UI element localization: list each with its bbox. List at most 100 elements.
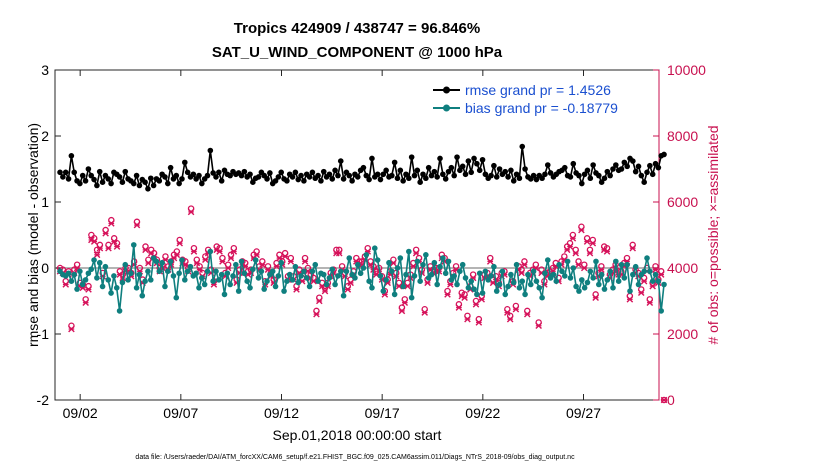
x-axis-ticks: 09/02 09/07 09/12 09/17 09/22 09/27 bbox=[63, 405, 602, 421]
rmse-point bbox=[649, 171, 656, 178]
rmse-point bbox=[369, 155, 375, 162]
rmse-point bbox=[94, 182, 100, 189]
obs-assimilated-point bbox=[566, 243, 574, 250]
obs-assimilated-point bbox=[62, 281, 70, 288]
bias-point bbox=[474, 291, 480, 298]
bias-point bbox=[652, 271, 659, 278]
right-tick-label: 2000 bbox=[667, 326, 698, 342]
bias-point bbox=[213, 268, 219, 275]
bias-point bbox=[573, 283, 579, 290]
obs-assimilated-point bbox=[301, 258, 309, 265]
bias-point bbox=[647, 268, 653, 275]
rmse-point bbox=[632, 168, 639, 175]
rmse-point bbox=[533, 176, 540, 183]
rmse-point bbox=[68, 153, 75, 159]
obs-assimilated-point bbox=[580, 264, 588, 272]
rmse-point bbox=[482, 171, 489, 178]
right-tick-label: 10000 bbox=[667, 62, 706, 78]
rmse-point bbox=[389, 172, 395, 179]
bias-point bbox=[593, 258, 599, 265]
obs-assimilated-point bbox=[578, 226, 585, 234]
bias-point bbox=[493, 288, 500, 294]
obs-assimilated-point bbox=[646, 299, 654, 306]
rmse-point bbox=[578, 180, 585, 187]
rmse-point bbox=[442, 176, 449, 182]
obs-assimilated-point bbox=[461, 294, 468, 301]
bias-point bbox=[147, 277, 154, 283]
obs-assimilated-point bbox=[96, 244, 104, 252]
rmse-point bbox=[99, 179, 106, 185]
bias-point bbox=[516, 285, 523, 291]
obs-assimilated-point bbox=[478, 296, 485, 303]
bias-point bbox=[559, 268, 565, 275]
rmse-point bbox=[414, 167, 421, 174]
bias-point bbox=[613, 258, 619, 265]
rmse-point bbox=[57, 169, 63, 176]
rmse-point bbox=[644, 169, 650, 176]
rmse-point bbox=[227, 172, 233, 179]
bias-point bbox=[408, 294, 415, 301]
rmse-point bbox=[88, 172, 95, 179]
bias-point bbox=[465, 285, 472, 291]
rmse-point bbox=[604, 168, 611, 175]
right-axis-ticks: 10000 8000 6000 4000 2000 0 bbox=[667, 62, 706, 408]
bias-point bbox=[440, 255, 446, 261]
bias-point bbox=[176, 270, 182, 277]
obs-assimilated-point bbox=[626, 296, 634, 303]
bias-point bbox=[598, 271, 605, 278]
bias-point bbox=[352, 275, 358, 281]
bias-point bbox=[578, 277, 585, 283]
obs-assimilated-point bbox=[583, 238, 591, 245]
obs-assimilated-point bbox=[367, 261, 374, 268]
rmse-point bbox=[411, 172, 418, 179]
rmse-point bbox=[425, 164, 432, 171]
bias-point bbox=[448, 277, 455, 283]
rmse-point bbox=[397, 167, 404, 174]
rmse-point bbox=[383, 167, 389, 174]
bias-point bbox=[77, 268, 83, 275]
rmse-point bbox=[105, 176, 112, 182]
rmse-point bbox=[156, 178, 163, 184]
rmse-point bbox=[346, 172, 353, 179]
rmse-point bbox=[329, 176, 336, 182]
rmse-point bbox=[210, 170, 216, 176]
bias-point bbox=[553, 278, 560, 285]
rmse-point bbox=[349, 178, 355, 184]
rmse-point bbox=[508, 167, 514, 174]
bias-point bbox=[539, 294, 545, 301]
obs-assimilated-point bbox=[202, 256, 209, 264]
obs-assimilated-point bbox=[68, 325, 75, 333]
rmse-point bbox=[493, 174, 500, 180]
obs-assimilated-point bbox=[421, 309, 429, 316]
bias-point bbox=[145, 268, 151, 275]
obs-assimilated-point bbox=[412, 249, 420, 257]
bias-point bbox=[241, 270, 248, 277]
rmse-point bbox=[502, 168, 509, 175]
rmse-point bbox=[624, 163, 630, 170]
bias-point bbox=[133, 285, 140, 291]
bias-point bbox=[627, 288, 633, 294]
rmse-point bbox=[363, 172, 370, 179]
obs-assimilated-point bbox=[293, 286, 300, 293]
bias-point bbox=[360, 265, 367, 271]
obs-assimilated-point bbox=[660, 396, 668, 404]
rmse-point bbox=[337, 158, 344, 164]
bias-point bbox=[661, 281, 667, 288]
obs-assimilated-point bbox=[640, 277, 648, 285]
obs-assimilated-point bbox=[93, 251, 101, 259]
rmse-point bbox=[391, 159, 398, 166]
rmse-point bbox=[238, 172, 245, 179]
bias-point bbox=[564, 258, 571, 265]
rmse-point bbox=[122, 168, 129, 175]
bias-point bbox=[607, 268, 613, 275]
bias-series bbox=[57, 242, 667, 314]
bias-point bbox=[320, 271, 327, 278]
bias-point bbox=[250, 266, 256, 273]
bias-point bbox=[505, 283, 511, 290]
bias-point bbox=[502, 291, 509, 298]
bias-point bbox=[414, 258, 421, 265]
legend-rmse-marker bbox=[443, 86, 450, 94]
bias-point bbox=[326, 275, 333, 281]
bias-point bbox=[71, 271, 78, 278]
bias-point bbox=[488, 273, 494, 279]
